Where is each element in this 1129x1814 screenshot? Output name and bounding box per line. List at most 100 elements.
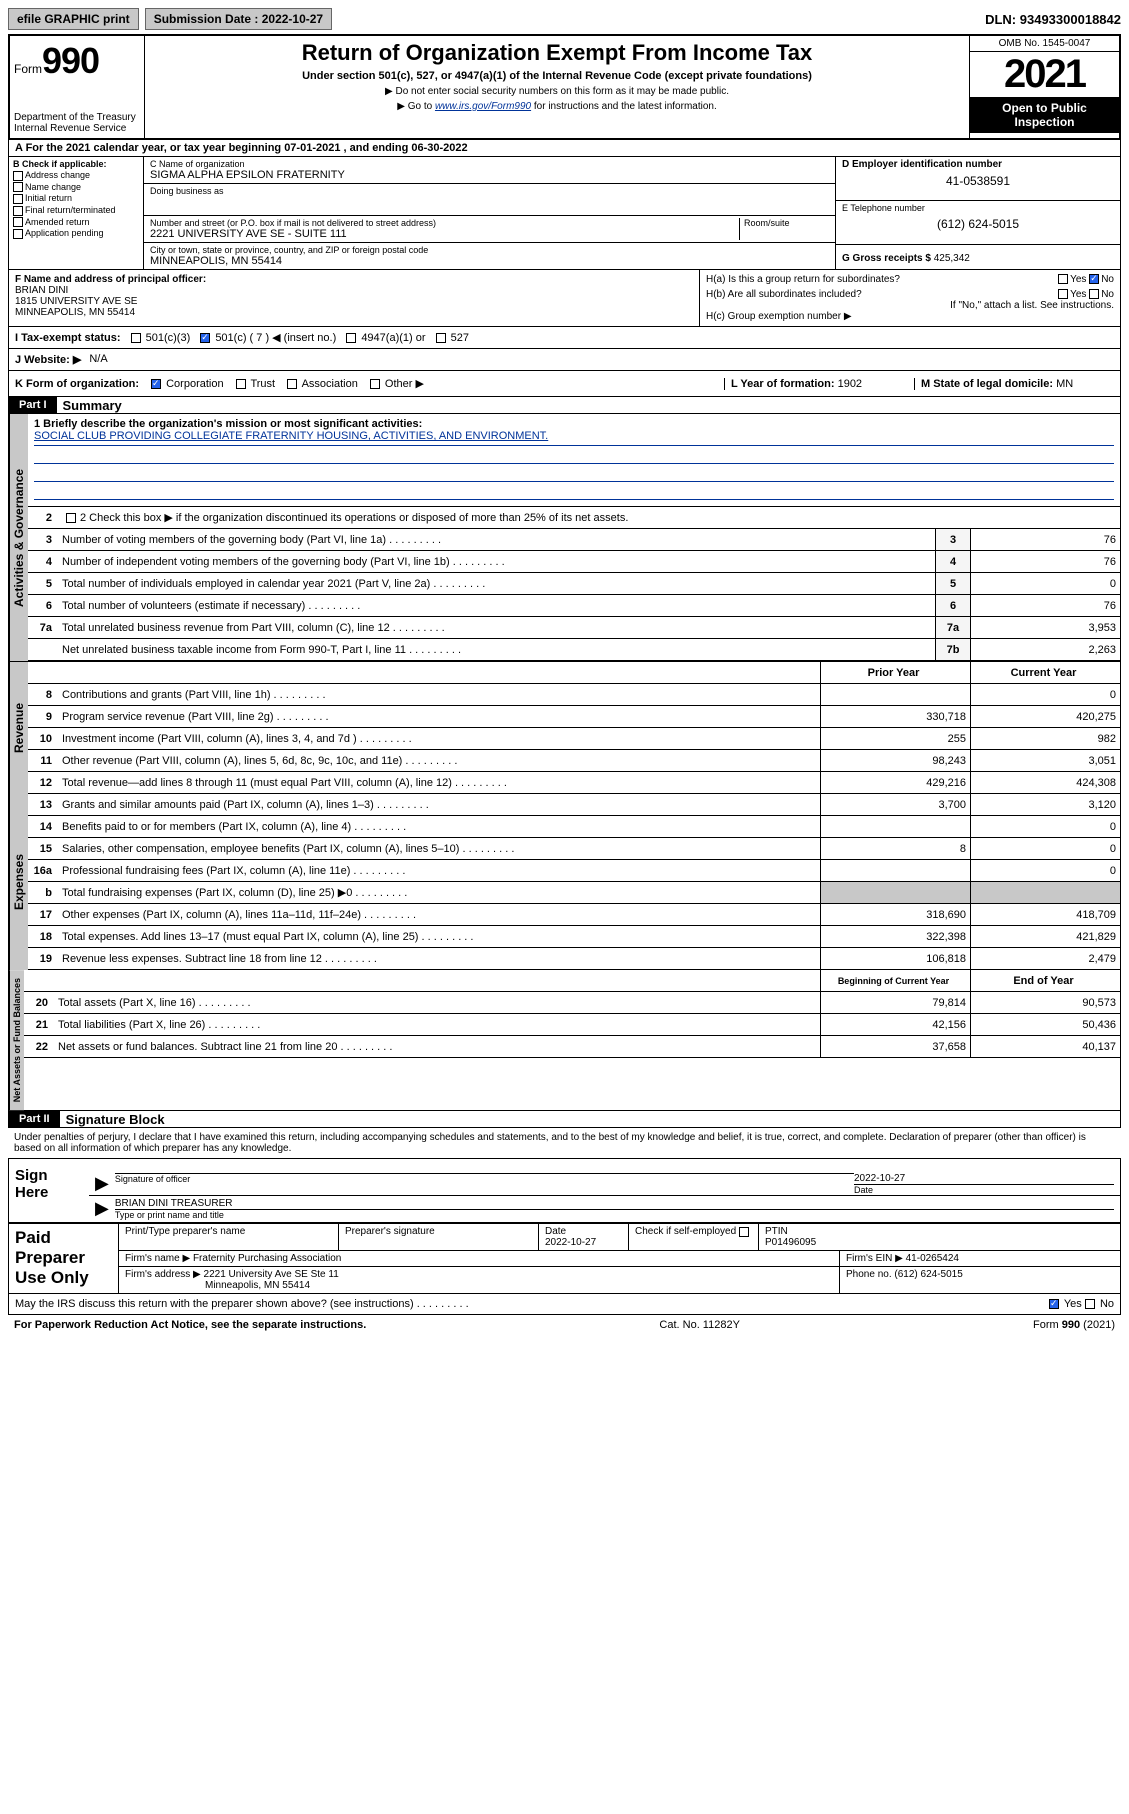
- other-checkbox[interactable]: [370, 379, 380, 389]
- k-org-row: K Form of organization: Corporation Trus…: [8, 371, 1121, 397]
- org-name: SIGMA ALPHA EPSILON FRATERNITY: [150, 169, 829, 181]
- officer-label: F Name and address of principal officer:: [15, 274, 693, 285]
- ein-value: 41-0538591: [842, 174, 1114, 188]
- part2-header: Part II: [9, 1111, 60, 1127]
- irs-label: Internal Revenue Service: [14, 123, 140, 134]
- footer: For Paperwork Reduction Act Notice, see …: [8, 1315, 1121, 1335]
- line-7a: 7aTotal unrelated business revenue from …: [28, 617, 1120, 639]
- arrow-icon: ▶: [95, 1173, 109, 1195]
- sig-date: 2022-10-27: [854, 1173, 1114, 1185]
- firm-ein-value: 41-0265424: [906, 1253, 959, 1264]
- hb-yes-checkbox[interactable]: [1058, 289, 1068, 299]
- checkbox-amended[interactable]: [13, 217, 23, 227]
- line-7b: Net unrelated business taxable income fr…: [28, 639, 1120, 661]
- line-3: 3Number of voting members of the governi…: [28, 529, 1120, 551]
- org-info-block: B Check if applicable: Address change Na…: [8, 157, 1121, 270]
- tax-year: 2021: [970, 52, 1119, 97]
- line-16a: 16aProfessional fundraising fees (Part I…: [28, 860, 1120, 882]
- line-5: 5Total number of individuals employed in…: [28, 573, 1120, 595]
- line-18: 18Total expenses. Add lines 13–17 (must …: [28, 926, 1120, 948]
- checkbox-initial-return[interactable]: [13, 194, 23, 204]
- c-label: 501(c) ( 7 ) ◀ (insert no.): [215, 332, 336, 344]
- self-employed-check: Check if self-employed: [635, 1226, 751, 1237]
- part1-title: Summary: [63, 398, 122, 413]
- ssn-note: ▶ Do not enter social security numbers o…: [151, 86, 963, 97]
- hb-note: If "No," attach a list. See instructions…: [706, 300, 1114, 311]
- efile-button[interactable]: efile GRAPHIC print: [8, 8, 139, 30]
- ptin-value: P01496095: [765, 1237, 816, 1248]
- gross-label: G Gross receipts $: [842, 253, 931, 264]
- dln-value: 93493300018842: [1020, 12, 1121, 27]
- firm-name-value: Fraternity Purchasing Association: [193, 1253, 341, 1264]
- cat-number: Cat. No. 11282Y: [659, 1319, 740, 1331]
- hb-label: H(b) Are all subordinates included?: [706, 289, 862, 300]
- c-checkbox[interactable]: [200, 333, 210, 343]
- section-f: F Name and address of principal officer:…: [9, 270, 700, 326]
- phone-value: (612) 624-5015: [842, 217, 1114, 231]
- line-6: 6Total number of volunteers (estimate if…: [28, 595, 1120, 617]
- checkbox-address-change[interactable]: [13, 171, 23, 181]
- hb-no-checkbox[interactable]: [1089, 289, 1099, 299]
- dba-label: Doing business as: [150, 186, 829, 196]
- prep-date-label: Date: [545, 1226, 566, 1237]
- hb-no: No: [1101, 289, 1114, 300]
- top-bar: efile GRAPHIC print Submission Date : 20…: [8, 8, 1121, 30]
- prep-date-value: 2022-10-27: [545, 1237, 596, 1248]
- sig-date-label: Date: [854, 1185, 1114, 1195]
- hb-yes: Yes: [1070, 289, 1086, 300]
- org-name-label: C Name of organization: [150, 159, 829, 169]
- assoc-checkbox[interactable]: [287, 379, 297, 389]
- line-13: 13Grants and similar amounts paid (Part …: [28, 794, 1120, 816]
- check-self-emp-label: Check if self-employed: [635, 1226, 736, 1237]
- sign-here-block: Sign Here ▶ Signature of officer 2022-10…: [8, 1158, 1121, 1223]
- revenue-block: Revenue Prior Year Current Year 8Contrib…: [8, 661, 1121, 794]
- corp-checkbox[interactable]: [151, 379, 161, 389]
- ha-no-checkbox[interactable]: [1089, 274, 1099, 284]
- officer-group-row: F Name and address of principal officer:…: [8, 270, 1121, 327]
- corp-label: Corporation: [166, 378, 223, 390]
- website-value: N/A: [89, 353, 107, 366]
- self-emp-checkbox[interactable]: [739, 1227, 749, 1237]
- c3-checkbox[interactable]: [131, 333, 141, 343]
- discuss-yes: Yes: [1064, 1298, 1082, 1310]
- line-9: 9Program service revenue (Part VIII, lin…: [28, 706, 1120, 728]
- blank-line: [34, 484, 1114, 500]
- officer-addr1: 1815 UNIVERSITY AVE SE: [15, 296, 693, 307]
- a1-checkbox[interactable]: [346, 333, 356, 343]
- goto-prefix: ▶ Go to: [397, 101, 435, 112]
- submission-label: Submission Date :: [154, 12, 259, 26]
- firm-name-label: Firm's name ▶: [125, 1253, 190, 1264]
- checkbox-app-pending[interactable]: [13, 229, 23, 239]
- form-number: 990: [42, 40, 99, 82]
- trust-checkbox[interactable]: [236, 379, 246, 389]
- domicile-value: MN: [1056, 378, 1073, 390]
- line-4: 4Number of independent voting members of…: [28, 551, 1120, 573]
- open-inspection: Open to Public Inspection: [970, 97, 1119, 133]
- line-12: 12Total revenue—add lines 8 through 11 (…: [28, 772, 1120, 794]
- dln: DLN: 93493300018842: [985, 12, 1121, 27]
- officer-name: BRIAN DINI: [15, 285, 693, 296]
- discuss-row: May the IRS discuss this return with the…: [8, 1294, 1121, 1315]
- submission-date: 2022-10-27: [262, 12, 323, 26]
- city-value: MINNEAPOLIS, MN 55414: [150, 255, 829, 267]
- ha-yes-checkbox[interactable]: [1058, 274, 1068, 284]
- q2-checkbox[interactable]: [66, 513, 76, 523]
- domicile-label: M State of legal domicile:: [921, 378, 1053, 390]
- checkbox-name-change[interactable]: [13, 182, 23, 192]
- irs-form990-link[interactable]: www.irs.gov/Form990: [435, 101, 531, 112]
- checkbox-final-return[interactable]: [13, 206, 23, 216]
- trust-label: Trust: [250, 378, 275, 390]
- part2-header-row: Part II Signature Block: [8, 1111, 1121, 1128]
- pra-notice: For Paperwork Reduction Act Notice, see …: [14, 1319, 366, 1331]
- section-h: H(a) Is this a group return for subordin…: [700, 270, 1120, 326]
- line-10: 10Investment income (Part VIII, column (…: [28, 728, 1120, 750]
- part1-header: Part I: [9, 397, 57, 413]
- discuss-yes-checkbox[interactable]: [1049, 1299, 1059, 1309]
- s527-checkbox[interactable]: [436, 333, 446, 343]
- paid-preparer-block: Paid Preparer Use Only Print/Type prepar…: [8, 1223, 1121, 1294]
- assoc-label: Association: [302, 378, 358, 390]
- discuss-no-checkbox[interactable]: [1085, 1299, 1095, 1309]
- room-label: Room/suite: [739, 218, 829, 240]
- col-begin: Beginning of Current Year: [820, 970, 970, 991]
- period-text: A For the 2021 calendar year, or tax yea…: [15, 142, 468, 154]
